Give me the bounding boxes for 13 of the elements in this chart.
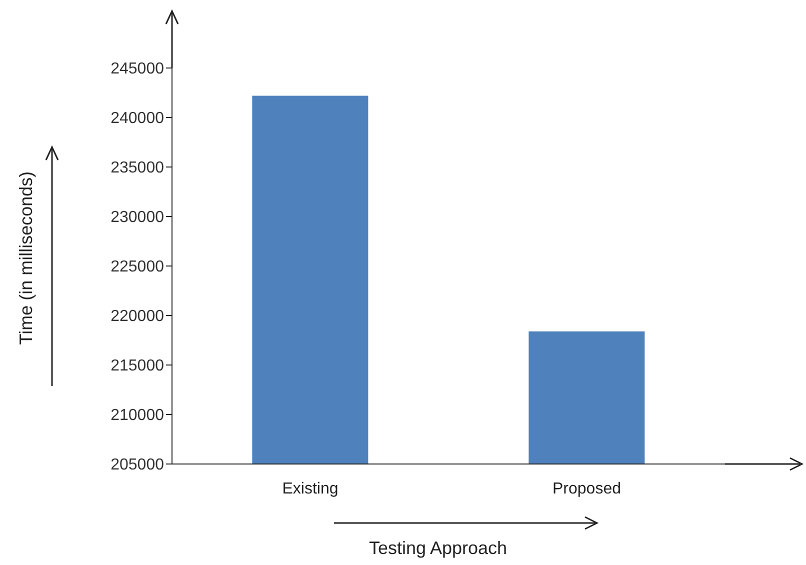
x-axis-title: Testing Approach: [368, 538, 508, 558]
y-tick-label: 240000: [110, 110, 164, 128]
y-tick-label: 210000: [110, 407, 164, 424]
x-tick-label: Proposed: [552, 480, 621, 498]
x-tick-label: Existing: [282, 480, 338, 498]
y-tick-label: 245000: [110, 60, 164, 78]
y-tick-label: 220000: [110, 308, 164, 326]
y-tick-label: 230000: [110, 209, 164, 226]
y-tick-label: 205000: [110, 456, 164, 474]
y-axis-title: Time (in milliseconds): [16, 171, 36, 345]
y-tick-label: 235000: [110, 160, 164, 177]
y-tick-label: 215000: [110, 358, 164, 375]
y-tick-label: 225000: [110, 258, 164, 276]
